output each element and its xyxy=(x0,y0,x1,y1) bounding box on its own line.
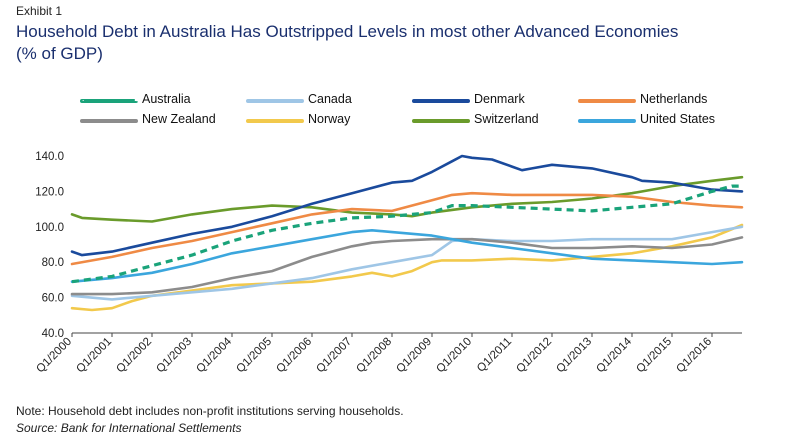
x-tick-label: Q1/2008 xyxy=(354,336,394,376)
series-line-united-states xyxy=(70,229,744,284)
x-tick-label: Q1/2013 xyxy=(554,336,594,376)
source-note: Source: Bank for International Settlemen… xyxy=(16,421,242,435)
y-tick-label: 40.0 xyxy=(42,328,64,340)
y-tick-label: 60.0 xyxy=(42,293,64,305)
x-tick-label: Q1/2015 xyxy=(634,336,674,376)
x-tick-label: Q1/2001 xyxy=(74,336,114,376)
y-tick-label: 100.0 xyxy=(35,222,64,234)
x-tick-label: Q1/2006 xyxy=(274,336,314,376)
x-tick-label: Q1/2012 xyxy=(514,336,554,376)
chart-subtitle: (% of GDP) xyxy=(16,44,103,63)
series-line-australia xyxy=(71,184,742,284)
x-tick-label: Q1/2010 xyxy=(434,336,474,376)
x-tick-label: Q1/2007 xyxy=(314,336,354,376)
x-tick-label: Q1/2003 xyxy=(154,336,194,376)
x-tick-label: Q1/2005 xyxy=(234,336,274,376)
series-line-netherlands xyxy=(70,191,744,266)
x-tick-label: Q1/2011 xyxy=(475,336,514,375)
y-tick-label: 140.0 xyxy=(35,151,64,163)
y-tick-label: 120.0 xyxy=(35,186,64,198)
footnote: Note: Household debt includes non-profit… xyxy=(16,404,404,418)
x-tick-label: Q1/2000 xyxy=(34,336,74,376)
exhibit-label: Exhibit 1 xyxy=(16,4,63,18)
chart-title: Household Debt in Australia Has Outstrip… xyxy=(16,22,679,41)
y-tick-label: 80.0 xyxy=(42,257,64,269)
x-tick-label: Q1/2002 xyxy=(114,336,154,376)
series-line-denmark xyxy=(70,154,744,257)
x-tick-label: Q1/2009 xyxy=(394,336,434,376)
series-line-switzerland xyxy=(70,175,744,223)
series-line-canada xyxy=(70,225,744,301)
x-tick-label: Q1/2004 xyxy=(194,335,234,375)
series-line-new-zealand xyxy=(70,236,744,296)
x-tick-label: Q1/2014 xyxy=(594,335,634,375)
x-tick-label: Q1/2016 xyxy=(674,336,714,376)
